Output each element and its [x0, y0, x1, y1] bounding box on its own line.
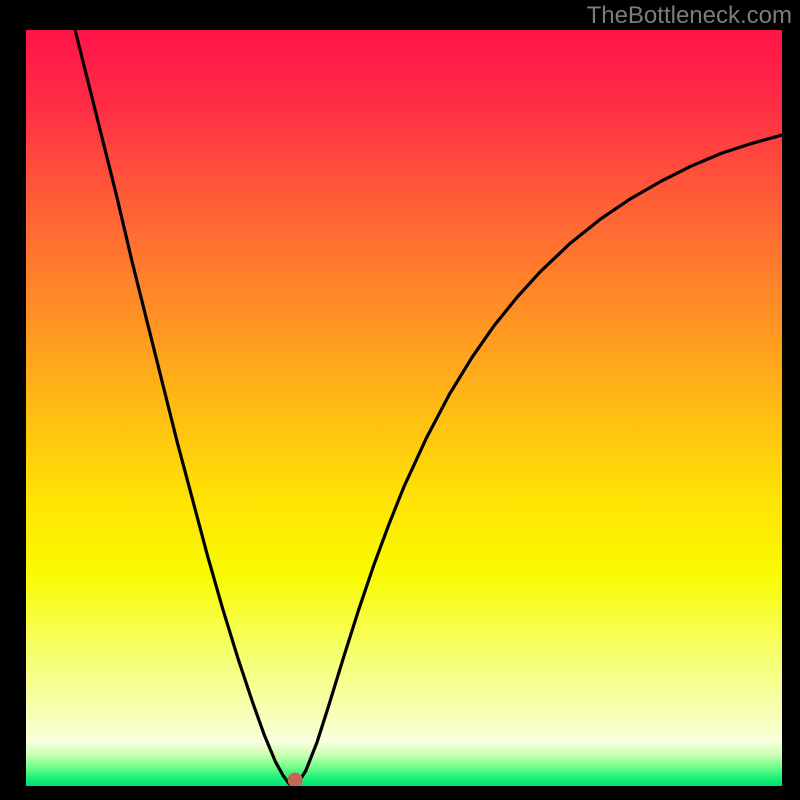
bottleneck-chart [26, 30, 782, 786]
chart-canvas: TheBottleneck.com [0, 0, 800, 800]
watermark-text: TheBottleneck.com [587, 2, 792, 30]
